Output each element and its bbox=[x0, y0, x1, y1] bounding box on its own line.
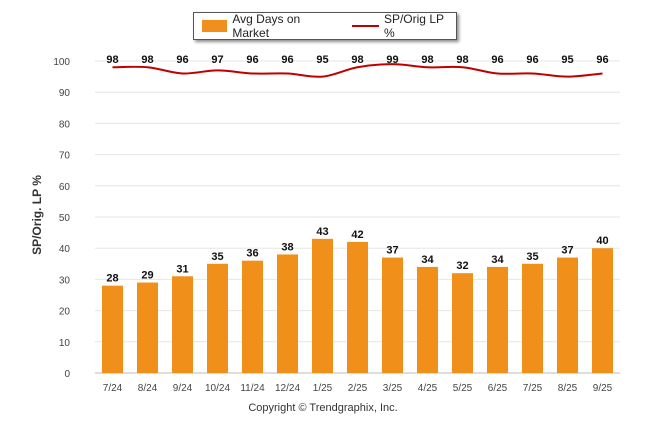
bar bbox=[312, 238, 333, 373]
bar-data-labels: 28 29 31 35 36 38 43 42 37 34 32 34 35 37 40 bbox=[106, 226, 608, 285]
bar-data-label: 35 bbox=[526, 251, 538, 263]
legend-item-line[interactable]: SP/Orig LP % bbox=[351, 12, 456, 40]
y-tick-label: 90 bbox=[59, 88, 71, 99]
legend-bar-label: Avg Days on Market bbox=[232, 12, 301, 40]
line-data-label: 98 bbox=[106, 54, 118, 66]
y-axis-label: SP/Orig. LP % bbox=[30, 175, 44, 255]
y-tick-label: 30 bbox=[59, 275, 71, 286]
x-tick-label: 1/25 bbox=[313, 383, 333, 394]
y-tick-label: 10 bbox=[59, 338, 71, 349]
bar bbox=[277, 254, 298, 373]
bar bbox=[242, 260, 263, 373]
bar bbox=[487, 266, 508, 373]
bar bbox=[102, 285, 123, 373]
bar-data-label: 43 bbox=[316, 226, 328, 238]
bar bbox=[522, 263, 543, 373]
bar-data-label: 32 bbox=[456, 260, 468, 272]
legend-line-label: SP/Orig LP % bbox=[383, 12, 444, 40]
bar bbox=[592, 248, 613, 373]
line-series bbox=[112, 63, 603, 78]
line-data-label: 99 bbox=[386, 54, 398, 66]
y-tick-label: 40 bbox=[59, 244, 71, 255]
x-tick-label: 11/24 bbox=[240, 383, 265, 394]
legend-line-swatch bbox=[351, 25, 379, 27]
line-data-label: 96 bbox=[526, 54, 538, 66]
bar-data-label: 28 bbox=[106, 273, 118, 285]
bar-data-label: 34 bbox=[421, 254, 434, 266]
bar-data-label: 34 bbox=[491, 254, 504, 266]
line-data-label: 96 bbox=[596, 54, 608, 66]
y-tick-label: 60 bbox=[59, 182, 71, 193]
legend: Avg Days on Market SP/Orig LP % bbox=[193, 12, 457, 40]
bar bbox=[557, 257, 578, 373]
line-series-path bbox=[112, 63, 603, 78]
bar-data-label: 29 bbox=[141, 270, 153, 282]
line-data-label: 96 bbox=[491, 54, 503, 66]
bar bbox=[417, 266, 438, 373]
bar-data-label: 35 bbox=[211, 251, 223, 263]
line-data-label: 97 bbox=[211, 54, 223, 66]
x-tick-label: 12/24 bbox=[275, 383, 300, 394]
bar-data-label: 37 bbox=[561, 245, 573, 257]
bar bbox=[137, 282, 158, 373]
legend-item-bar[interactable]: Avg Days on Market bbox=[202, 12, 338, 40]
x-tick-label: 8/24 bbox=[138, 383, 158, 394]
y-tick-label: 100 bbox=[53, 57, 70, 68]
x-tick-label: 7/24 bbox=[103, 383, 123, 394]
y-tick-label: 20 bbox=[59, 307, 71, 318]
bar-data-label: 31 bbox=[176, 263, 188, 275]
line-data-label: 96 bbox=[281, 54, 293, 66]
x-tick-label: 4/25 bbox=[418, 383, 438, 394]
line-data-label: 98 bbox=[456, 54, 468, 66]
bar-data-label: 40 bbox=[596, 235, 608, 247]
x-tick-label: 5/25 bbox=[453, 383, 473, 394]
legend-bar-swatch bbox=[202, 20, 228, 32]
line-data-label: 95 bbox=[561, 54, 573, 66]
y-tick-label: 80 bbox=[59, 119, 71, 130]
bar bbox=[347, 241, 368, 373]
line-data-labels: 98 98 96 97 96 96 95 98 99 98 98 96 96 95 96 bbox=[106, 54, 608, 66]
bar-series bbox=[102, 238, 613, 373]
line-data-label: 96 bbox=[246, 54, 258, 66]
x-tick-label: 2/25 bbox=[348, 383, 368, 394]
bar bbox=[382, 257, 403, 373]
x-tick-label: 10/24 bbox=[205, 383, 230, 394]
copyright-text: Copyright © Trendgraphix, Inc. bbox=[248, 402, 398, 414]
x-tick-label: 8/25 bbox=[558, 383, 578, 394]
x-tick-label: 9/25 bbox=[593, 383, 613, 394]
line-data-label: 98 bbox=[141, 54, 153, 66]
line-data-label: 98 bbox=[351, 54, 363, 66]
bar-data-label: 37 bbox=[386, 245, 398, 257]
line-data-label: 98 bbox=[421, 54, 433, 66]
bar bbox=[452, 273, 473, 373]
x-tick-label: 9/24 bbox=[173, 383, 193, 394]
x-tick-labels: 7/24 8/24 9/24 10/24 11/24 12/24 1/25 2/25 3/25 4… bbox=[103, 383, 613, 394]
bar-data-label: 36 bbox=[246, 248, 258, 260]
line-data-label: 96 bbox=[176, 54, 188, 66]
y-tick-label: 70 bbox=[59, 151, 71, 162]
bar bbox=[172, 276, 193, 373]
x-tick-label: 7/25 bbox=[523, 383, 543, 394]
y-tick-labels: 0 10 20 30 40 50 60 70 80 90 100 bbox=[53, 57, 70, 380]
x-tick-label: 6/25 bbox=[488, 383, 508, 394]
bar bbox=[207, 263, 228, 373]
y-tick-label: 0 bbox=[64, 369, 70, 380]
bar-data-label: 38 bbox=[281, 241, 293, 253]
line-data-label: 95 bbox=[316, 54, 328, 66]
y-tick-label: 50 bbox=[59, 213, 71, 224]
x-tick-label: 3/25 bbox=[383, 383, 403, 394]
bar-data-label: 42 bbox=[351, 229, 363, 241]
